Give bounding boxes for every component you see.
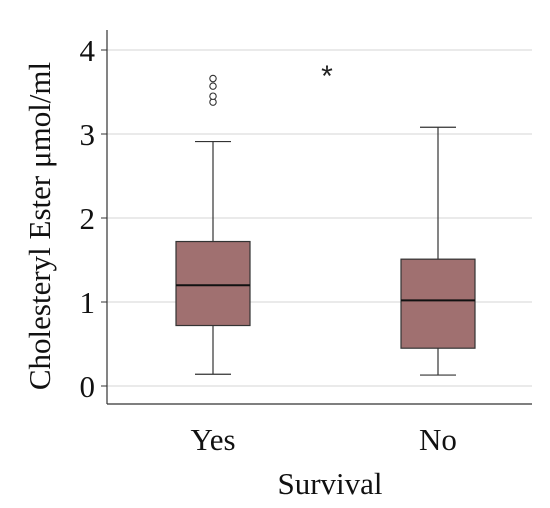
box-yes	[175, 74, 251, 375]
outlier-yes-2	[209, 82, 217, 90]
outlier-yes-1	[209, 92, 217, 100]
x-tick-labels: Yes No	[190, 422, 457, 457]
x-tick-label-yes: Yes	[190, 422, 235, 457]
outlier-yes-3	[209, 74, 217, 83]
y-tick-label-2: 2	[80, 201, 96, 236]
significance-annotation: *	[321, 60, 333, 93]
axes	[101, 30, 532, 405]
y-tick-label-1: 1	[80, 285, 96, 320]
y-tick-label-0: 0	[80, 369, 96, 404]
x-tick-label-no: No	[419, 422, 457, 457]
y-axis-label: Cholesteryl Ester μmol/ml	[22, 62, 57, 390]
y-tick-labels: 0 1 2 3 4	[80, 33, 96, 404]
iqr-box-no	[400, 258, 476, 349]
boxes	[175, 74, 476, 376]
y-tick-label-4: 4	[80, 33, 96, 68]
box-no	[400, 126, 476, 376]
y-tick-label-3: 3	[80, 117, 96, 152]
iqr-box-yes	[175, 240, 251, 327]
x-axis-label: Survival	[277, 466, 382, 501]
